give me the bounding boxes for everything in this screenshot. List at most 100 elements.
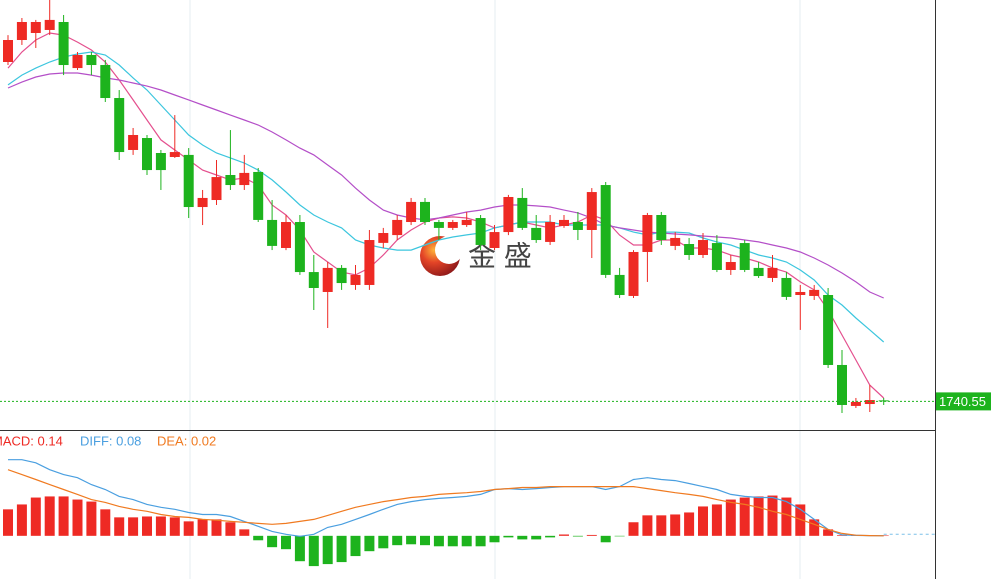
- macd-bar: [197, 519, 208, 536]
- candle-body: [711, 243, 722, 270]
- macd-bar: [239, 529, 250, 536]
- candle-body: [739, 243, 750, 270]
- macd-bar: [531, 535, 542, 540]
- candle-body: [823, 295, 834, 365]
- candle-body: [656, 215, 667, 241]
- macd-bar: [642, 515, 653, 536]
- axis-layer: 1740.55 MACD: 0.14 DIFF: 0.08 DEA: 0.02: [0, 392, 991, 448]
- macd-bar: [308, 535, 319, 567]
- candle-body: [572, 222, 583, 230]
- macd-bar: [211, 519, 222, 536]
- candle-body: [253, 171, 264, 220]
- candle-body: [753, 267, 764, 277]
- candle-body: [489, 232, 500, 248]
- macd-bar: [336, 535, 347, 563]
- macd-bar: [614, 535, 625, 537]
- candle-body: [559, 219, 569, 226]
- macd-bar: [406, 535, 417, 545]
- candle-body: [128, 134, 139, 150]
- candle-body: [531, 227, 542, 241]
- macd-bar: [58, 496, 69, 536]
- macd-bar: [378, 535, 389, 549]
- candle-body: [294, 222, 305, 273]
- candle-body: [16, 21, 27, 41]
- candle-body: [378, 233, 389, 243]
- macd-bar: [739, 497, 750, 536]
- candle-body: [142, 138, 152, 171]
- macd-bar: [447, 535, 458, 547]
- candle-body: [322, 267, 333, 292]
- macd-bar: [489, 535, 500, 543]
- macd-bar: [253, 535, 264, 541]
- macd-line: [7, 469, 884, 537]
- watermark-text: 金 盛: [468, 240, 532, 271]
- macd-bar: [795, 504, 806, 536]
- candle-body: [461, 219, 472, 226]
- macd-bar: [684, 512, 695, 536]
- candle-body: [155, 153, 166, 171]
- macd-bar: [433, 535, 444, 547]
- macd-bar: [823, 529, 834, 536]
- macd-bar: [364, 535, 375, 552]
- macd-bar: [767, 495, 778, 536]
- candle-body: [86, 54, 97, 66]
- macd-bar: [392, 535, 403, 546]
- candle-body: [239, 172, 250, 186]
- macd-bar: [155, 516, 166, 536]
- macd-bar: [475, 535, 486, 547]
- candle-body: [100, 65, 111, 99]
- candle-body: [545, 222, 556, 242]
- macd-bar: [586, 534, 597, 536]
- macd-bar: [628, 522, 639, 536]
- candle-body: [30, 21, 41, 33]
- ma-line: [7, 72, 884, 299]
- legend-label: DEA: 0.02: [157, 433, 216, 448]
- macd-bar: [656, 515, 667, 536]
- candle-body: [684, 244, 695, 256]
- macd-bar: [600, 535, 611, 543]
- macd-bar: [294, 535, 305, 562]
- last-price-label: 1740.55: [939, 394, 986, 409]
- macd-bar: [809, 519, 820, 536]
- candle-body: [642, 215, 653, 252]
- candle-body: [864, 400, 875, 405]
- candle-body: [350, 274, 361, 285]
- macd-bar: [72, 499, 83, 536]
- candle-body: [114, 98, 125, 153]
- macd-bar: [183, 521, 194, 536]
- macd-bar: [3, 509, 13, 536]
- candle-body: [586, 192, 597, 230]
- candle-body: [475, 218, 486, 245]
- candle-body: [517, 197, 528, 228]
- candle-body: [267, 219, 278, 246]
- last-price-box: [936, 392, 991, 411]
- candle-body: [670, 237, 681, 246]
- candle-body: [211, 177, 222, 201]
- candle-body: [336, 267, 347, 284]
- macd-bar: [517, 535, 528, 540]
- candle-body: [281, 222, 291, 248]
- macd-bar: [225, 522, 236, 536]
- macd-bar: [503, 535, 514, 538]
- candle-body: [197, 197, 208, 208]
- macd-bar: [670, 514, 681, 536]
- macd-bar: [753, 496, 764, 536]
- macd-bar: [698, 506, 708, 536]
- macd-bar: [559, 534, 569, 536]
- candle-body: [392, 219, 403, 236]
- candle-body: [364, 240, 375, 285]
- macd-bar: [30, 497, 41, 536]
- candle-body: [600, 185, 611, 275]
- macd-bar: [142, 516, 152, 536]
- candle-body: [420, 201, 430, 223]
- macd-line: [8, 459, 884, 537]
- candle-body: [837, 364, 847, 405]
- macd-bar: [781, 497, 792, 536]
- candle-body: [183, 154, 194, 208]
- macd-bar: [16, 504, 27, 536]
- candle-body: [767, 267, 778, 278]
- candle-body: [58, 21, 69, 66]
- macd-bar: [420, 535, 430, 546]
